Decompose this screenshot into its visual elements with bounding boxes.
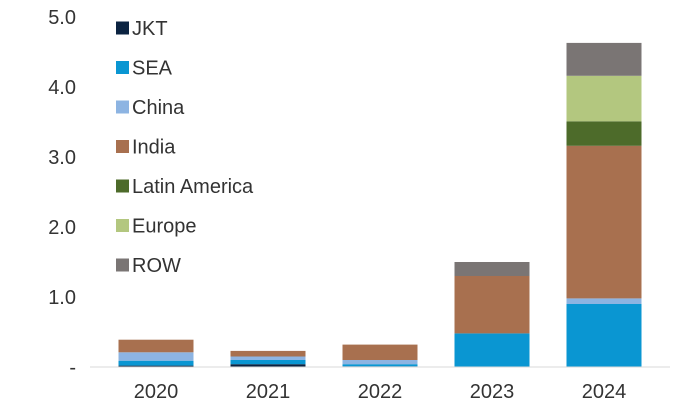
bar-segment-sea: [454, 333, 530, 367]
legend-swatch: [116, 61, 129, 74]
legend-swatch: [116, 100, 129, 114]
y-tick-label: 3.0: [48, 147, 76, 169]
bar-segment-india: [342, 344, 418, 360]
legend-swatch: [116, 21, 129, 35]
bar-segment-row: [454, 262, 530, 276]
bar-segment-china: [230, 356, 306, 360]
legend-swatch: [116, 179, 129, 193]
bar-segment-europe: [566, 75, 642, 122]
y-tick-label: 5.0: [48, 7, 76, 29]
bar-segment-sea: [566, 304, 642, 367]
x-tick-label: 2024: [582, 381, 627, 403]
bar-segment-china: [118, 352, 194, 361]
bar-segment-sea: [230, 360, 306, 365]
legend-label: India: [132, 137, 176, 159]
legend-swatch: [116, 258, 129, 272]
bars: [118, 42, 642, 367]
x-tick-label: 2020: [134, 381, 179, 403]
y-tick-label: -: [69, 357, 76, 379]
bar-segment-jkt: [118, 365, 194, 367]
bar-segment-sea: [342, 364, 418, 367]
legend-swatch: [116, 140, 129, 153]
bar-segment-india: [454, 276, 530, 334]
bar-segment-india: [230, 350, 306, 357]
bar-segment-sea: [118, 360, 194, 366]
bar-segment-jkt: [230, 364, 306, 367]
legend-label: SEA: [132, 58, 173, 80]
legend-label: ROW: [132, 255, 181, 277]
y-tick-label: 1.0: [48, 287, 76, 309]
legend-label: Latin America: [132, 176, 254, 198]
bar-segment-india: [118, 339, 194, 353]
bar-segment-china: [566, 298, 642, 304]
x-tick-label: 2022: [358, 381, 403, 403]
bar-segment-latin-america: [566, 121, 642, 146]
y-axis: - 1.0 2.0 3.0 4.0 5.0: [48, 7, 76, 379]
y-tick-label: 2.0: [48, 217, 76, 239]
legend: JKT SEA China India Latin America Europe ROW: [116, 18, 254, 277]
y-tick-label: 4.0: [48, 77, 76, 99]
bar-segment-china: [342, 360, 418, 365]
x-tick-label: 2021: [246, 381, 291, 403]
legend-swatch: [116, 219, 129, 232]
bar-segment-india: [566, 145, 642, 299]
legend-label: Europe: [132, 216, 197, 238]
bar-segment-row: [566, 42, 642, 76]
legend-label: JKT: [132, 18, 168, 40]
x-axis: 2020 2021 2022 2023 2024: [134, 381, 627, 403]
legend-label: China: [132, 97, 185, 119]
x-tick-label: 2023: [470, 381, 515, 403]
